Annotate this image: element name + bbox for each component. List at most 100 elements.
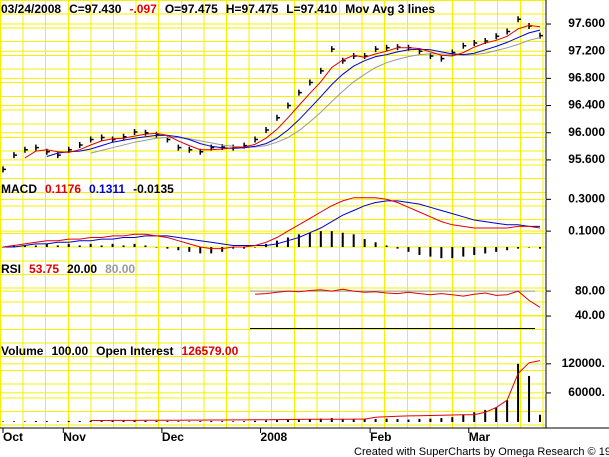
bar <box>462 247 465 257</box>
bar <box>385 245 388 248</box>
bar <box>23 421 26 422</box>
bar <box>254 420 257 422</box>
series-line <box>2 197 541 250</box>
bar <box>232 421 235 422</box>
price-bar <box>506 28 511 35</box>
x-tick-label: 2008 <box>261 430 288 444</box>
bar <box>319 418 322 422</box>
series-line <box>24 24 541 159</box>
bar <box>34 421 37 422</box>
legend-text: L=97.410 <box>286 2 337 16</box>
bar <box>506 400 509 422</box>
price-bar <box>331 46 335 53</box>
bar <box>243 421 246 422</box>
bar <box>418 247 421 255</box>
price-bar <box>517 16 522 23</box>
x-tick-label: Oct <box>3 430 23 444</box>
price-bar <box>24 146 28 153</box>
bar <box>462 414 465 422</box>
bar <box>133 243 136 248</box>
bar <box>473 412 476 422</box>
legend-text: 0.1176 <box>45 182 81 196</box>
bar <box>210 247 213 254</box>
series-line <box>90 37 541 154</box>
bar <box>484 247 487 254</box>
bar <box>495 407 498 422</box>
series-line <box>3 200 540 248</box>
bar <box>484 409 487 422</box>
price-bar <box>188 146 193 153</box>
bar <box>111 243 114 248</box>
bar <box>352 419 355 422</box>
price-bar <box>144 129 149 136</box>
price-bar <box>254 136 259 143</box>
bar <box>429 418 432 422</box>
bar <box>56 421 59 422</box>
price-bar <box>539 32 543 39</box>
bar <box>374 242 377 248</box>
y-tick-label: 60000. <box>568 385 605 399</box>
bar <box>495 247 498 252</box>
bar <box>166 247 169 249</box>
bar <box>67 420 70 422</box>
bar <box>177 421 180 422</box>
legend-text: MACD <box>1 182 37 196</box>
x-tick-label: Mar <box>469 430 491 444</box>
legend-text: 20.00 <box>67 262 97 276</box>
bar <box>286 419 289 422</box>
bar <box>297 419 300 422</box>
bar <box>155 247 158 248</box>
bar <box>177 247 180 251</box>
legend-text: RSI <box>1 262 21 276</box>
bar <box>440 247 443 259</box>
bar <box>396 419 399 422</box>
bar <box>100 421 103 422</box>
price-bar <box>298 89 302 96</box>
legend-text: 0.1311 <box>89 182 125 196</box>
bar <box>539 247 541 249</box>
bar <box>199 247 202 254</box>
y-tick-label: 95.600 <box>568 152 605 166</box>
price-bar <box>440 55 445 62</box>
bar <box>319 231 322 248</box>
bar <box>89 243 92 248</box>
bar <box>67 243 70 248</box>
bar <box>188 247 191 252</box>
bar <box>451 247 454 259</box>
bar <box>144 420 147 422</box>
bar <box>100 245 103 248</box>
bar <box>45 243 48 248</box>
bar <box>23 245 26 248</box>
price-bar <box>462 42 467 49</box>
price-bar <box>341 57 346 64</box>
bar <box>188 421 191 422</box>
legend-text: 03/24/2008 <box>1 2 61 16</box>
bar <box>265 420 268 422</box>
bar <box>308 419 311 422</box>
legend-text: 100.00 <box>51 344 88 358</box>
legend-text: 126579.00 <box>182 344 239 358</box>
legend-text: Open Interest <box>96 344 173 358</box>
price-bar <box>2 166 6 173</box>
bar <box>210 421 213 422</box>
bar <box>89 420 92 422</box>
legend-text: 80.00 <box>105 262 135 276</box>
bar <box>45 421 48 422</box>
bar <box>440 418 443 422</box>
legend-text: Volume <box>1 344 44 358</box>
price-bar <box>495 33 500 40</box>
price-bar <box>35 144 39 151</box>
bar <box>232 247 235 249</box>
price-bar <box>78 141 83 148</box>
legend-text: C=97.430 <box>69 2 122 16</box>
bar <box>275 420 278 422</box>
x-tick-label: Nov <box>63 430 86 444</box>
legend-text: Mov Avg 3 lines <box>345 2 435 16</box>
bar <box>34 245 37 248</box>
bar <box>2 421 4 423</box>
footer: Created with SuperCharts by Omega Resear… <box>354 446 609 457</box>
y-tick-label: 96.000 <box>568 125 605 139</box>
bar <box>56 245 59 248</box>
